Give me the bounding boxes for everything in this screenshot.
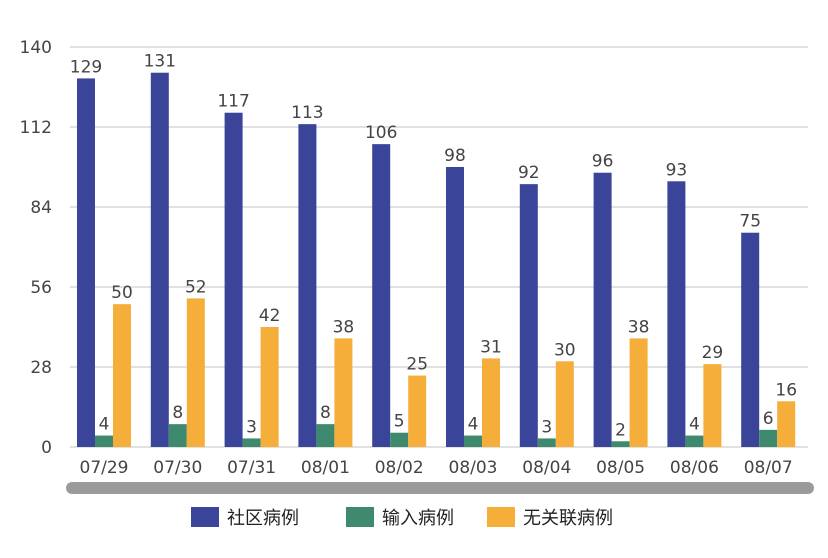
x-tick-label: 08/01 (301, 458, 350, 478)
horizontal-scrollbar[interactable] (66, 482, 814, 494)
legend: 社区病例 输入病例 无关联病例 (191, 507, 613, 529)
data-label: 129 (70, 57, 102, 77)
x-tick-label: 07/29 (80, 458, 129, 478)
data-labels: 1294501318521173421138381065259843192330… (70, 52, 797, 441)
data-label: 93 (666, 160, 688, 180)
data-label: 16 (775, 380, 797, 400)
data-label: 96 (592, 152, 614, 172)
bar-2 (316, 424, 335, 447)
x-tick-label: 08/07 (744, 458, 793, 478)
bar-3 (113, 304, 131, 447)
data-label: 8 (172, 403, 183, 423)
bar-1 (77, 78, 95, 447)
bar-2 (390, 432, 409, 447)
data-label: 3 (246, 417, 257, 437)
bar-2 (611, 441, 630, 447)
gridlines (70, 46, 808, 448)
data-label: 52 (185, 277, 207, 297)
bar-2 (464, 435, 482, 447)
bar-2 (168, 424, 187, 447)
bar-2 (95, 435, 113, 447)
data-label: 5 (394, 412, 405, 432)
data-label: 106 (365, 123, 397, 143)
bar-1 (372, 144, 391, 447)
data-label: 6 (763, 409, 774, 429)
legend-label: 无关联病例 (523, 508, 613, 529)
bars (77, 72, 796, 448)
bar-1 (298, 124, 317, 448)
bar-3 (629, 338, 648, 447)
data-label: 30 (554, 340, 576, 360)
data-label: 4 (99, 415, 110, 435)
data-label: 117 (217, 92, 249, 112)
x-tick-label: 08/02 (375, 458, 424, 478)
data-label: 42 (259, 306, 281, 326)
data-label: 2 (615, 420, 626, 440)
bar-3 (260, 327, 279, 447)
y-tick-label: 140 (20, 38, 52, 58)
data-label: 75 (739, 212, 761, 232)
bar-1 (593, 172, 612, 447)
data-label: 3 (541, 417, 552, 437)
data-label: 38 (628, 317, 650, 337)
legend-label: 社区病例 (227, 508, 299, 529)
y-axis-ticks: 0 28 56 84 112 140 (20, 38, 52, 458)
y-tick-label: 56 (30, 278, 52, 298)
y-tick-label: 84 (30, 198, 52, 218)
x-axis-ticks: 07/29 07/30 07/31 08/01 08/02 08/03 08/04 08/05… (80, 458, 793, 478)
bar-3 (555, 361, 574, 447)
bar-2 (685, 435, 704, 447)
bar-3 (777, 401, 796, 447)
y-tick-label: 0 (41, 438, 52, 458)
data-label: 29 (702, 343, 724, 363)
data-label: 38 (333, 317, 355, 337)
x-tick-label: 08/06 (670, 458, 719, 478)
data-label: 92 (518, 163, 540, 183)
bar-2 (537, 438, 556, 447)
bar-1 (446, 167, 464, 447)
data-label: 25 (406, 355, 428, 375)
bar-3 (186, 298, 205, 447)
bar-3 (334, 338, 353, 447)
data-label: 4 (468, 415, 479, 435)
legend-label: 输入病例 (382, 508, 454, 529)
legend-swatch (191, 507, 219, 527)
legend-swatch (487, 507, 515, 527)
bar-2 (242, 438, 261, 447)
x-tick-label: 07/31 (227, 458, 276, 478)
x-tick-label: 07/30 (153, 458, 202, 478)
bar-3 (703, 364, 722, 447)
data-label: 98 (444, 146, 466, 166)
data-label: 8 (320, 403, 331, 423)
y-tick-label: 112 (20, 118, 52, 138)
x-tick-label: 08/04 (522, 458, 571, 478)
data-label: 50 (111, 283, 133, 303)
data-label: 113 (291, 103, 323, 123)
data-label: 4 (689, 415, 700, 435)
bar-1 (150, 72, 169, 447)
x-tick-label: 08/03 (449, 458, 498, 478)
legend-swatch (346, 507, 374, 527)
bar-3 (482, 358, 500, 447)
data-label: 131 (144, 52, 176, 72)
bar-1 (519, 184, 538, 447)
data-label: 31 (480, 337, 502, 357)
bar-2 (759, 429, 778, 447)
bar-1 (741, 232, 760, 447)
x-tick-label: 08/05 (596, 458, 645, 478)
bar-1 (667, 181, 686, 448)
bar-1 (224, 112, 243, 447)
bar-3 (408, 375, 427, 447)
y-tick-label: 28 (30, 358, 52, 378)
